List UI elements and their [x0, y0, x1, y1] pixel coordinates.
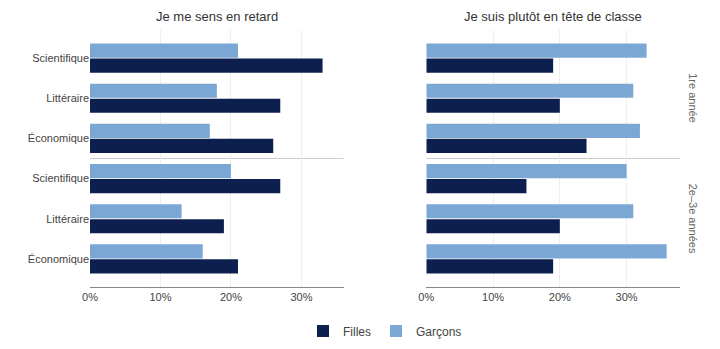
svg-text:30%: 30%	[616, 291, 638, 303]
svg-text:Filles: Filles	[343, 325, 371, 339]
svg-text:1re année: 1re année	[687, 73, 699, 123]
svg-text:10%: 10%	[149, 291, 171, 303]
svg-text:2e–3e années: 2e–3e années	[687, 184, 699, 254]
svg-text:30%: 30%	[290, 291, 312, 303]
svg-text:Littéraire: Littéraire	[46, 213, 89, 225]
svg-text:Scientifique: Scientifique	[32, 52, 89, 64]
svg-text:Je suis plutôt en tête de clas: Je suis plutôt en tête de classe	[464, 9, 642, 24]
svg-text:Scientifique: Scientifique	[32, 172, 89, 184]
svg-text:20%: 20%	[220, 291, 242, 303]
svg-text:0%: 0%	[82, 291, 98, 303]
svg-text:Garçons: Garçons	[416, 325, 461, 339]
svg-text:Économique: Économique	[28, 132, 89, 144]
svg-text:0%: 0%	[418, 291, 434, 303]
svg-text:20%: 20%	[549, 291, 571, 303]
svg-text:Littéraire: Littéraire	[46, 92, 89, 104]
svg-text:10%: 10%	[482, 291, 504, 303]
svg-text:Je me sens en retard: Je me sens en retard	[156, 9, 278, 24]
svg-text:Économique: Économique	[28, 253, 89, 265]
